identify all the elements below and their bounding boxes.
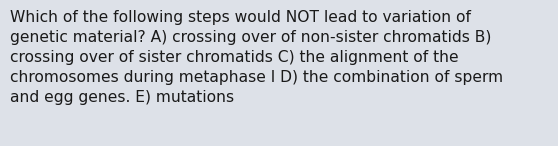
Text: Which of the following steps would NOT lead to variation of
genetic material? A): Which of the following steps would NOT l… [10, 10, 503, 105]
